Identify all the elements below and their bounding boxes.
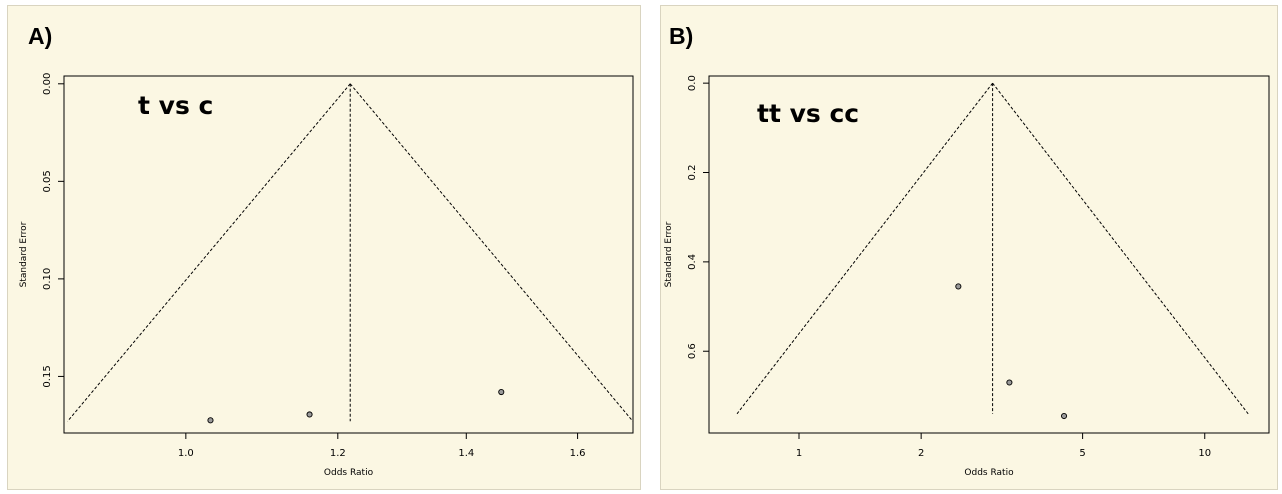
- y-tick-label: 0.10: [42, 268, 53, 290]
- study-point: [306, 411, 313, 418]
- y-tick-label: 0.4: [687, 254, 698, 270]
- plot-frame: [708, 75, 1270, 434]
- study-point: [1006, 379, 1013, 386]
- study-point: [207, 417, 214, 424]
- funnel-left-line: [736, 82, 993, 415]
- x-tick-label: 1.6: [570, 448, 586, 459]
- funnel-right-line: [992, 82, 1249, 415]
- funnel-left-line: [67, 83, 351, 422]
- y-tick-label: 0.15: [42, 365, 53, 387]
- y-tick-label: 0.0: [687, 75, 698, 91]
- funnel-plot-a: 1.0 1.2 1.4 1.6 0.00 0.05 0.10 0.15 Odds Ratio St…: [19, 73, 634, 478]
- x-tick-label: 1.2: [330, 448, 346, 459]
- panel-label-b: B): [669, 23, 694, 49]
- x-tick-label: 1.4: [458, 448, 474, 459]
- x-axis-label: Odds Ratio: [964, 468, 1014, 478]
- x-tick-label: 1: [796, 448, 802, 459]
- x-axis-label: Odds Ratio: [324, 468, 374, 478]
- y-axis-label: Standard Error: [664, 221, 674, 287]
- y-tick-label: 0.2: [687, 165, 698, 181]
- study-point: [1060, 412, 1068, 420]
- funnel-plot-b: 1 2 5 10 0.0 0.2 0.4 0.6 Odds Ratio Standard Erro…: [664, 75, 1270, 478]
- y-tick-label: 0.6: [687, 343, 698, 359]
- study-point: [498, 388, 505, 396]
- x-tick-label: 1.0: [178, 448, 194, 459]
- panel-label-a: A): [28, 23, 53, 49]
- x-tick-label: 5: [1079, 448, 1085, 459]
- funnel-right-line: [349, 83, 634, 422]
- panel-a: A) 1.0 1.2 1.4 1.6 0.00 0.05 0.10 0.15 Odds Rati…: [7, 5, 641, 490]
- y-tick-label: 0.00: [42, 73, 53, 95]
- y-tick-label: 0.05: [42, 170, 53, 192]
- x-tick-label: 2: [918, 448, 924, 459]
- x-tick-label: 10: [1198, 448, 1211, 459]
- plot-subtitle: tt vs cc: [757, 99, 859, 128]
- study-point: [955, 283, 962, 290]
- panel-b: B) 1 2 5 10 0.0 0.2 0.4 0.6 Odds Ratio Standard E…: [660, 5, 1278, 490]
- plot-frame: [63, 75, 634, 434]
- y-axis-label: Standard Error: [19, 221, 29, 287]
- plot-subtitle: t vs c: [138, 91, 213, 120]
